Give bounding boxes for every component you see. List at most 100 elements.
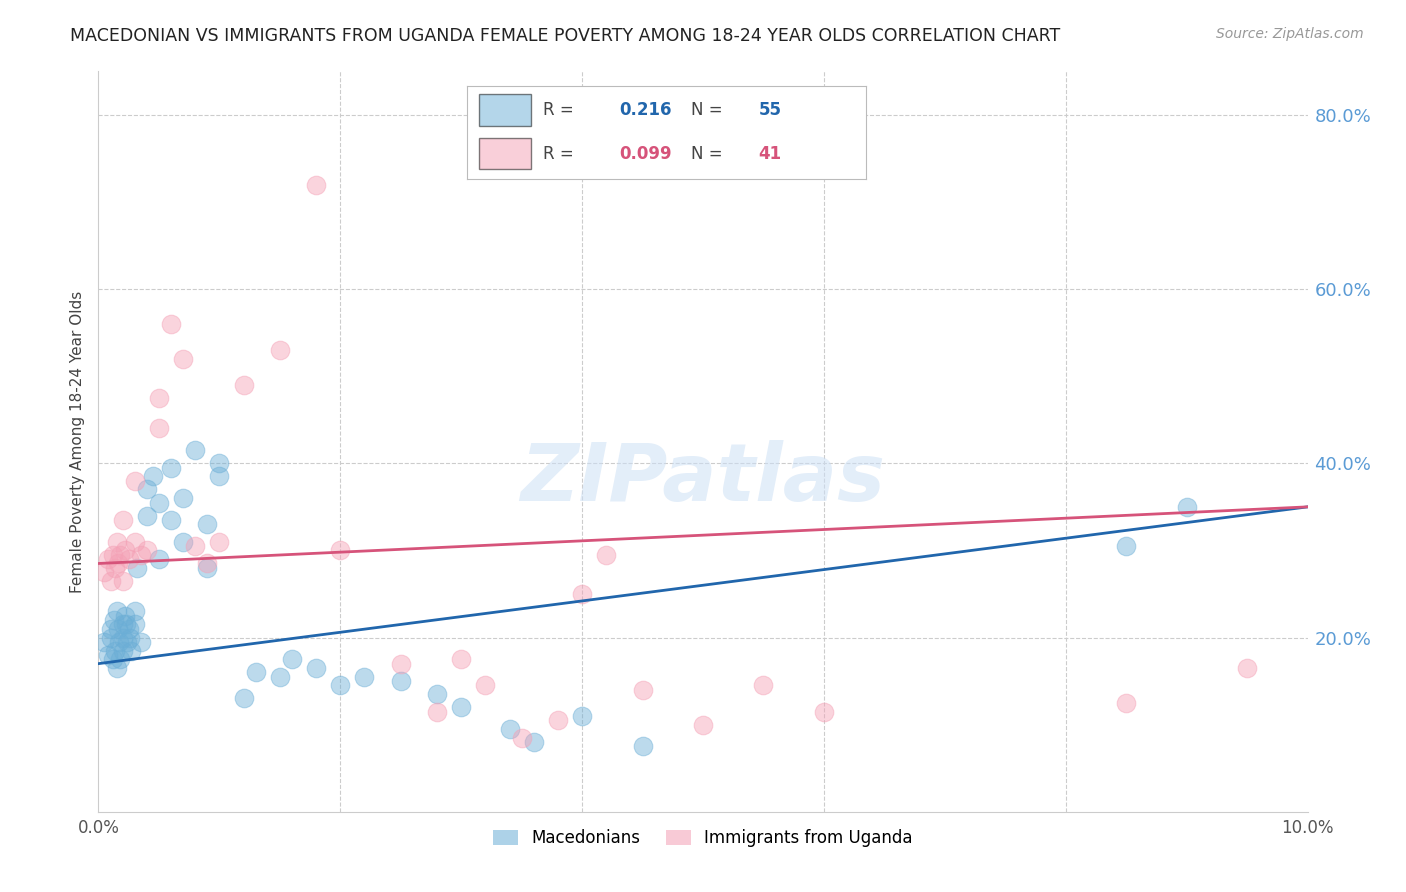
Point bbox=[1115, 696, 1137, 710]
Point bbox=[474, 678, 496, 692]
Point bbox=[101, 548, 124, 562]
Point bbox=[111, 617, 134, 632]
Point bbox=[353, 670, 375, 684]
Point bbox=[172, 491, 194, 505]
Point bbox=[107, 557, 129, 571]
Point bbox=[1236, 661, 1258, 675]
Point bbox=[111, 643, 134, 657]
Point bbox=[118, 631, 141, 645]
Point bbox=[107, 622, 129, 636]
Point bbox=[547, 713, 569, 727]
Point bbox=[281, 652, 304, 666]
Point bbox=[498, 722, 520, 736]
Point bbox=[631, 682, 654, 697]
Point bbox=[93, 635, 115, 649]
Point bbox=[117, 635, 139, 649]
Point bbox=[129, 635, 152, 649]
Point bbox=[631, 739, 654, 754]
Point bbox=[269, 343, 291, 357]
Point bbox=[108, 635, 131, 649]
Point bbox=[148, 391, 170, 405]
Point bbox=[232, 378, 254, 392]
Point bbox=[100, 631, 122, 645]
Point bbox=[523, 735, 546, 749]
Point bbox=[129, 548, 152, 562]
Point bbox=[124, 617, 146, 632]
Point bbox=[97, 552, 120, 566]
Y-axis label: Female Poverty Among 18-24 Year Olds: Female Poverty Among 18-24 Year Olds bbox=[69, 291, 84, 592]
Point bbox=[232, 691, 254, 706]
Point bbox=[389, 674, 412, 689]
Point bbox=[100, 574, 122, 588]
Point bbox=[108, 548, 131, 562]
Point bbox=[426, 705, 449, 719]
Point bbox=[142, 469, 165, 483]
Point bbox=[595, 548, 617, 562]
Point bbox=[752, 678, 775, 692]
Text: Source: ZipAtlas.com: Source: ZipAtlas.com bbox=[1216, 27, 1364, 41]
Point bbox=[120, 643, 142, 657]
Point bbox=[195, 517, 218, 532]
Point bbox=[115, 617, 138, 632]
Point bbox=[329, 678, 352, 692]
Point bbox=[172, 534, 194, 549]
Legend: Macedonians, Immigrants from Uganda: Macedonians, Immigrants from Uganda bbox=[485, 821, 921, 855]
Text: MACEDONIAN VS IMMIGRANTS FROM UGANDA FEMALE POVERTY AMONG 18-24 YEAR OLDS CORREL: MACEDONIAN VS IMMIGRANTS FROM UGANDA FEM… bbox=[70, 27, 1060, 45]
Point bbox=[111, 631, 134, 645]
Point bbox=[118, 552, 141, 566]
Point bbox=[389, 657, 412, 671]
Point bbox=[111, 574, 134, 588]
Point bbox=[124, 474, 146, 488]
Point bbox=[100, 622, 122, 636]
Point bbox=[103, 613, 125, 627]
Point bbox=[101, 652, 124, 666]
Point bbox=[692, 717, 714, 731]
Point bbox=[111, 513, 134, 527]
Point bbox=[105, 661, 128, 675]
Point bbox=[1115, 539, 1137, 553]
Point bbox=[195, 561, 218, 575]
Point bbox=[450, 700, 472, 714]
Point bbox=[329, 543, 352, 558]
Point bbox=[305, 178, 328, 192]
Point bbox=[93, 565, 115, 579]
Point bbox=[160, 460, 183, 475]
Point bbox=[97, 648, 120, 662]
Point bbox=[184, 443, 207, 458]
Point bbox=[571, 709, 593, 723]
Point bbox=[104, 643, 127, 657]
Point bbox=[114, 608, 136, 623]
Point bbox=[160, 513, 183, 527]
Point bbox=[571, 587, 593, 601]
Point bbox=[305, 661, 328, 675]
Point bbox=[450, 652, 472, 666]
Point bbox=[208, 534, 231, 549]
Point bbox=[148, 552, 170, 566]
Point bbox=[148, 421, 170, 435]
Point bbox=[105, 604, 128, 618]
Point bbox=[426, 687, 449, 701]
Point bbox=[813, 705, 835, 719]
Point bbox=[127, 561, 149, 575]
Point bbox=[114, 543, 136, 558]
Point bbox=[208, 456, 231, 470]
Point bbox=[118, 622, 141, 636]
Point bbox=[208, 469, 231, 483]
Text: ZIPatlas: ZIPatlas bbox=[520, 440, 886, 517]
Point bbox=[124, 534, 146, 549]
Point bbox=[510, 731, 533, 745]
Point bbox=[172, 351, 194, 366]
Point bbox=[104, 561, 127, 575]
Point bbox=[135, 483, 157, 497]
Point bbox=[124, 604, 146, 618]
Point bbox=[195, 557, 218, 571]
Point bbox=[135, 508, 157, 523]
Point bbox=[269, 670, 291, 684]
Point bbox=[135, 543, 157, 558]
Point bbox=[148, 495, 170, 509]
Point bbox=[245, 665, 267, 680]
Point bbox=[108, 652, 131, 666]
Point bbox=[105, 534, 128, 549]
Point bbox=[184, 539, 207, 553]
Point bbox=[1175, 500, 1198, 514]
